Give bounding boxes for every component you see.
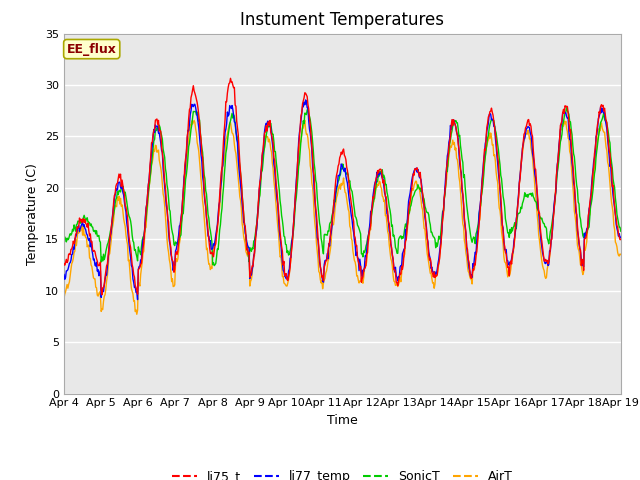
Legend: li75_t, li77_temp, SonicT, AirT: li75_t, li77_temp, SonicT, AirT — [167, 465, 518, 480]
X-axis label: Time: Time — [327, 414, 358, 427]
Title: Instument Temperatures: Instument Temperatures — [241, 11, 444, 29]
Text: EE_flux: EE_flux — [67, 43, 116, 56]
Y-axis label: Temperature (C): Temperature (C) — [26, 163, 40, 264]
